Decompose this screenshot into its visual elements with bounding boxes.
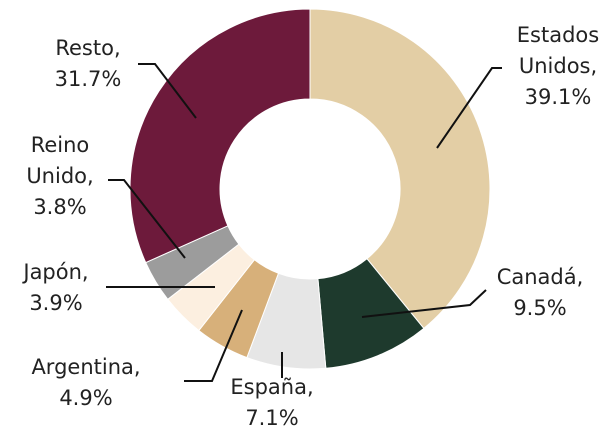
category-label: Estados Unidos, [516, 23, 600, 78]
leader-line [184, 309, 243, 382]
category-label: España, [230, 375, 314, 399]
slice [309, 8, 491, 330]
leader-line [108, 179, 186, 259]
slice [129, 8, 311, 264]
category-label: Japón, [23, 260, 89, 284]
category-label: Argentina, [31, 355, 141, 379]
category-label: Reino Unido, [26, 133, 94, 188]
slice-label: Resto, 31.7% [38, 33, 138, 95]
value-label: 4.9% [59, 386, 113, 410]
category-label: Resto, [55, 36, 121, 60]
value-label: 9.5% [513, 296, 567, 320]
slice-label: Reino Unido, 3.8% [5, 130, 115, 223]
slice-label: Canadá, 9.5% [480, 262, 600, 324]
value-label: 3.8% [33, 195, 87, 219]
slice-label: España, 7.1% [212, 372, 332, 431]
value-label: 7.1% [245, 406, 299, 430]
leader-line [138, 63, 197, 119]
slice-label: Japón, 3.9% [6, 257, 106, 319]
leader-line [436, 67, 502, 149]
leader-line [361, 289, 487, 318]
category-label: Canadá, [496, 265, 584, 289]
value-label: 3.9% [29, 291, 83, 315]
slice-label: Estados Unidos, 39.1% [498, 20, 613, 113]
value-label: 31.7% [54, 67, 122, 91]
slice-label: Argentina, 4.9% [1, 352, 171, 414]
value-label: 39.1% [524, 85, 592, 109]
